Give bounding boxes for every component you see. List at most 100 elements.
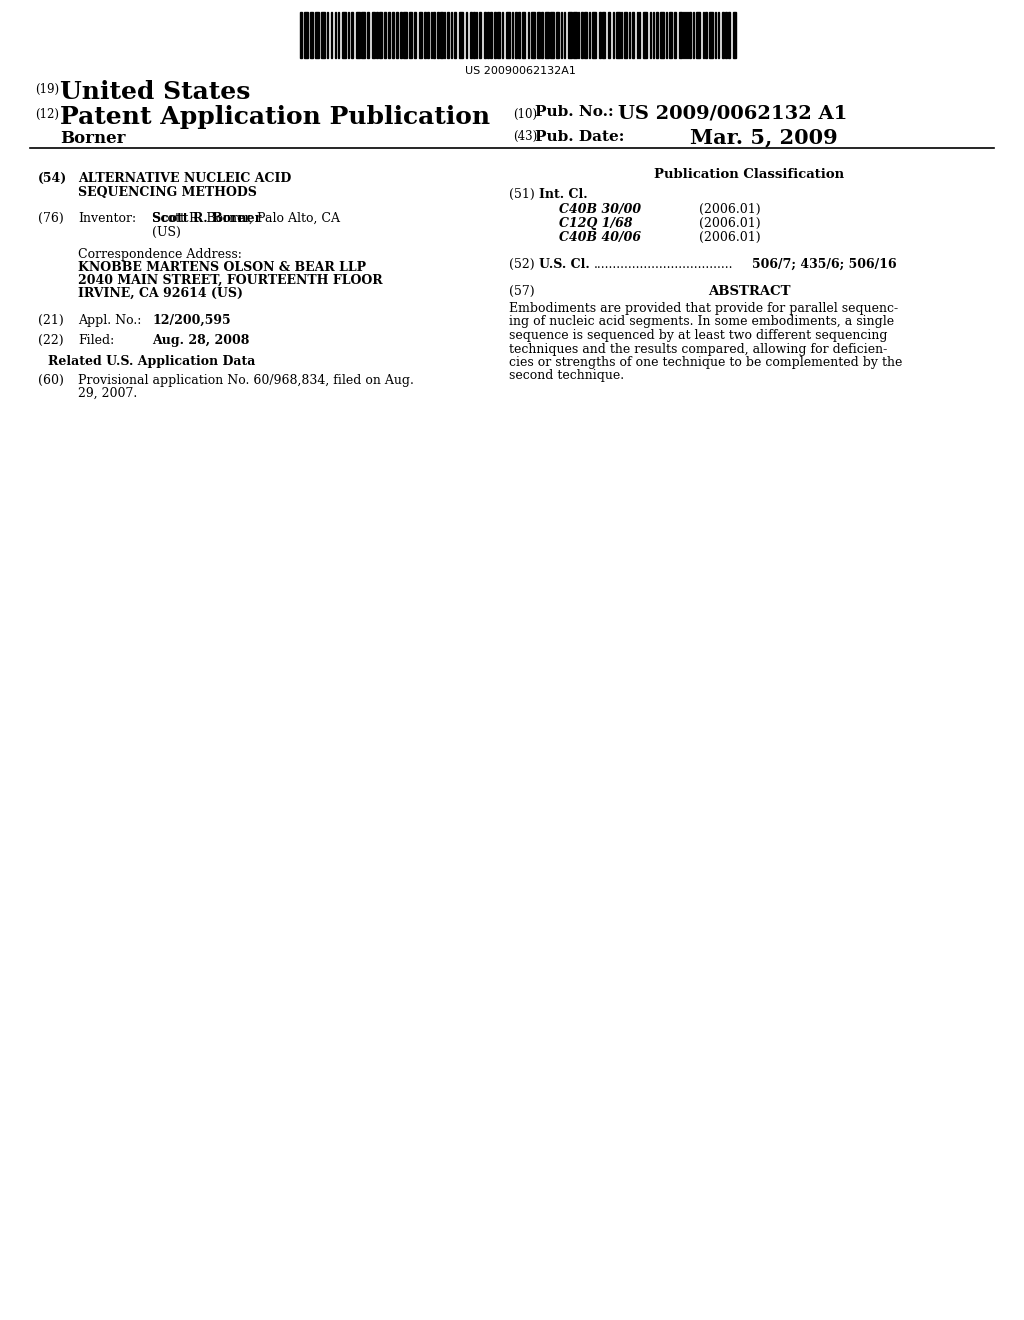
- Bar: [300, 12, 302, 58]
- Bar: [470, 12, 472, 58]
- Bar: [592, 12, 596, 58]
- Bar: [608, 12, 610, 58]
- Bar: [459, 12, 463, 58]
- Bar: [545, 12, 549, 58]
- Bar: [379, 12, 382, 58]
- Text: US 2009/0062132 A1: US 2009/0062132 A1: [618, 106, 848, 123]
- Text: Mar. 5, 2009: Mar. 5, 2009: [690, 127, 838, 147]
- Bar: [304, 12, 308, 58]
- Bar: [447, 12, 449, 58]
- Bar: [725, 12, 727, 58]
- Bar: [556, 12, 559, 58]
- Text: Scott R. Borner, Palo Alto, CA: Scott R. Borner, Palo Alto, CA: [152, 213, 340, 224]
- Bar: [310, 12, 313, 58]
- Bar: [518, 12, 520, 58]
- Text: 12/200,595: 12/200,595: [152, 314, 230, 327]
- Bar: [497, 12, 500, 58]
- Bar: [674, 12, 676, 58]
- Text: U.S. Cl.: U.S. Cl.: [539, 257, 590, 271]
- Text: Pub. No.:: Pub. No.:: [535, 106, 613, 119]
- Bar: [669, 12, 672, 58]
- Text: Filed:: Filed:: [78, 334, 115, 347]
- Bar: [679, 12, 682, 58]
- Text: Borner: Borner: [60, 129, 126, 147]
- Text: C40B 40/06: C40B 40/06: [559, 231, 641, 244]
- Bar: [473, 12, 475, 58]
- Text: (21): (21): [38, 314, 63, 327]
- Text: C40B 30/00: C40B 30/00: [559, 203, 641, 216]
- Text: Aug. 28, 2008: Aug. 28, 2008: [152, 334, 250, 347]
- Text: (10): (10): [513, 108, 538, 121]
- Text: 29, 2007.: 29, 2007.: [78, 387, 137, 400]
- Text: ....................................: ....................................: [594, 257, 733, 271]
- Bar: [705, 12, 707, 58]
- Bar: [367, 12, 369, 58]
- Text: (76): (76): [38, 213, 63, 224]
- Bar: [722, 12, 724, 58]
- Text: ABSTRACT: ABSTRACT: [708, 285, 791, 298]
- Text: Related U.S. Application Data: Related U.S. Application Data: [48, 355, 256, 368]
- Bar: [599, 12, 601, 58]
- Text: (57): (57): [509, 285, 535, 298]
- Bar: [419, 12, 422, 58]
- Bar: [728, 12, 730, 58]
- Bar: [384, 12, 386, 58]
- Text: 506/7; 435/6; 506/16: 506/7; 435/6; 506/16: [752, 257, 897, 271]
- Text: KNOBBE MARTENS OLSON & BEAR LLP: KNOBBE MARTENS OLSON & BEAR LLP: [78, 261, 367, 275]
- Text: (52): (52): [509, 257, 535, 271]
- Text: (2006.01): (2006.01): [699, 231, 761, 244]
- Text: (US): (US): [152, 226, 181, 239]
- Bar: [372, 12, 375, 58]
- Bar: [689, 12, 691, 58]
- Bar: [632, 12, 634, 58]
- Bar: [602, 12, 605, 58]
- Bar: [733, 12, 736, 58]
- Bar: [388, 12, 390, 58]
- Bar: [506, 12, 510, 58]
- Text: cies or strengths of one technique to be complemented by the: cies or strengths of one technique to be…: [509, 356, 902, 370]
- Text: SEQUENCING METHODS: SEQUENCING METHODS: [78, 186, 257, 199]
- Text: second technique.: second technique.: [509, 370, 624, 383]
- Text: sequence is sequenced by at least two different sequencing: sequence is sequenced by at least two di…: [509, 329, 888, 342]
- Text: C12Q 1/68: C12Q 1/68: [559, 216, 633, 230]
- Text: (19): (19): [35, 83, 59, 96]
- Bar: [454, 12, 456, 58]
- Bar: [643, 12, 647, 58]
- Bar: [656, 12, 658, 58]
- Text: (43): (43): [513, 129, 538, 143]
- Text: (54): (54): [38, 172, 68, 185]
- Bar: [427, 12, 429, 58]
- Text: (22): (22): [38, 334, 63, 347]
- Text: Int. Cl.: Int. Cl.: [539, 187, 588, 201]
- Bar: [409, 12, 412, 58]
- Bar: [541, 12, 543, 58]
- Bar: [494, 12, 496, 58]
- Bar: [376, 12, 378, 58]
- Bar: [414, 12, 416, 58]
- Text: (51): (51): [509, 187, 535, 201]
- Text: (2006.01): (2006.01): [699, 203, 761, 216]
- Bar: [392, 12, 394, 58]
- Bar: [396, 12, 398, 58]
- Text: Appl. No.:: Appl. No.:: [78, 314, 141, 327]
- Bar: [515, 12, 517, 58]
- Bar: [490, 12, 492, 58]
- Bar: [487, 12, 489, 58]
- Text: Scott R. Borner: Scott R. Borner: [152, 213, 261, 224]
- Bar: [531, 12, 535, 58]
- Bar: [616, 12, 620, 58]
- Text: ing of nucleic acid segments. In some embodiments, a single: ing of nucleic acid segments. In some em…: [509, 315, 894, 329]
- Bar: [479, 12, 481, 58]
- Text: IRVINE, CA 92614 (US): IRVINE, CA 92614 (US): [78, 286, 243, 300]
- Bar: [361, 12, 365, 58]
- Bar: [709, 12, 713, 58]
- Bar: [522, 12, 525, 58]
- Text: Inventor:: Inventor:: [78, 213, 136, 224]
- Bar: [351, 12, 353, 58]
- Bar: [537, 12, 540, 58]
- Bar: [400, 12, 402, 58]
- Bar: [624, 12, 627, 58]
- Text: techniques and the results compared, allowing for deficien-: techniques and the results compared, all…: [509, 342, 887, 355]
- Bar: [696, 12, 700, 58]
- Text: Publication Classification: Publication Classification: [654, 168, 844, 181]
